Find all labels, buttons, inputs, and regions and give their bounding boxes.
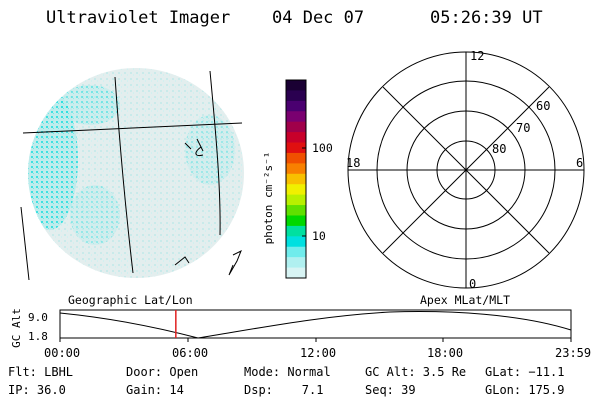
uv-image-panel xyxy=(20,68,244,281)
colorbar-cell xyxy=(286,121,306,133)
colorbar-cell xyxy=(286,111,306,123)
polar-diagonal-2 xyxy=(382,86,550,254)
colorbar-cell xyxy=(286,100,306,112)
colorbar-unit-label: photon cm⁻²s⁻¹ xyxy=(262,152,275,245)
colorbar-cell xyxy=(286,142,306,154)
colorbar-cell xyxy=(286,267,306,279)
timeline-x-label-1800: 18:00 xyxy=(427,346,463,360)
colorbar-cell xyxy=(286,246,306,258)
gain-info: Gain: 14 xyxy=(126,383,184,397)
mlt-label-12: 12 xyxy=(470,49,484,63)
mlt-label-6: 6 xyxy=(576,156,583,170)
apex-caption: Apex MLat/MLT xyxy=(420,293,511,307)
timeline-x-label-0000: 00:00 xyxy=(44,346,80,360)
colorbar-cell xyxy=(286,90,306,102)
lat-label-70: 70 xyxy=(516,121,530,135)
earth-disk xyxy=(28,68,244,278)
colorbar-cell xyxy=(286,205,306,216)
colorbar-frame xyxy=(285,79,307,279)
colorbar-cell xyxy=(286,80,306,91)
colorbar-cell xyxy=(286,225,306,237)
time-label: 05:26:39 UT xyxy=(430,8,543,28)
timeline-x-label-2359: 23:59 xyxy=(555,346,591,360)
timeline-y-tick-top: 9.0 xyxy=(28,311,48,324)
colorbar-label-100: 100 xyxy=(312,141,333,155)
colorbar-cell xyxy=(286,236,306,248)
timeline-y-axis-label: GC Alt xyxy=(10,308,23,348)
colorbar-cell xyxy=(286,152,306,164)
colorbar-cell xyxy=(286,184,306,196)
seq-info: Seq: 39 xyxy=(365,383,416,397)
door-info: Door: Open xyxy=(126,365,199,379)
colorbar-label-10: 10 xyxy=(312,229,326,243)
lat-label-60: 60 xyxy=(536,99,550,113)
timeline-x-label-0600: 06:00 xyxy=(172,346,208,360)
colorbar-cell xyxy=(286,173,306,185)
filter-info: Flt: LBHL xyxy=(8,365,74,379)
geographic-caption: Geographic Lat/Lon xyxy=(68,293,193,307)
timeline-y-tick-bottom: 1.8 xyxy=(28,330,48,343)
lat-label-80: 80 xyxy=(492,142,506,156)
colorbar-gradient xyxy=(286,80,306,279)
date-label: 04 Dec 07 xyxy=(272,8,365,28)
timeline-x-label-1200: 12:00 xyxy=(300,346,336,360)
lat-lon-grid xyxy=(20,70,243,281)
colorbar-cell xyxy=(286,215,306,227)
colorbar-cell xyxy=(286,257,306,269)
colorbar: photon cm⁻²s⁻¹ xyxy=(262,79,307,279)
ip-info: IP: 36.0 xyxy=(8,383,66,397)
polar-plot: 12 0 18 6 60 70 80 xyxy=(346,49,585,291)
altitude-curve xyxy=(59,311,572,339)
mlt-label-0: 0 xyxy=(469,277,476,291)
instrument-title: Ultraviolet Imager xyxy=(46,8,231,28)
colorbar-cell xyxy=(286,194,306,206)
dsp-info: Dsp: 7.1 xyxy=(244,383,324,397)
altitude-timeline: GC Alt 9.0 1.8 00:00 06:00 12:00 18:00 2… xyxy=(10,308,591,360)
mlt-label-18: 18 xyxy=(346,156,360,170)
colorbar-cell xyxy=(286,163,306,175)
gc-alt-info: GC Alt: 3.5 Re xyxy=(365,365,467,379)
colorbar-cell xyxy=(286,132,306,144)
glon-info: GLon: 175.9 xyxy=(485,383,565,397)
mode-info: Mode: Normal xyxy=(244,365,331,379)
glat-info: GLat: −11.1 xyxy=(485,365,565,379)
